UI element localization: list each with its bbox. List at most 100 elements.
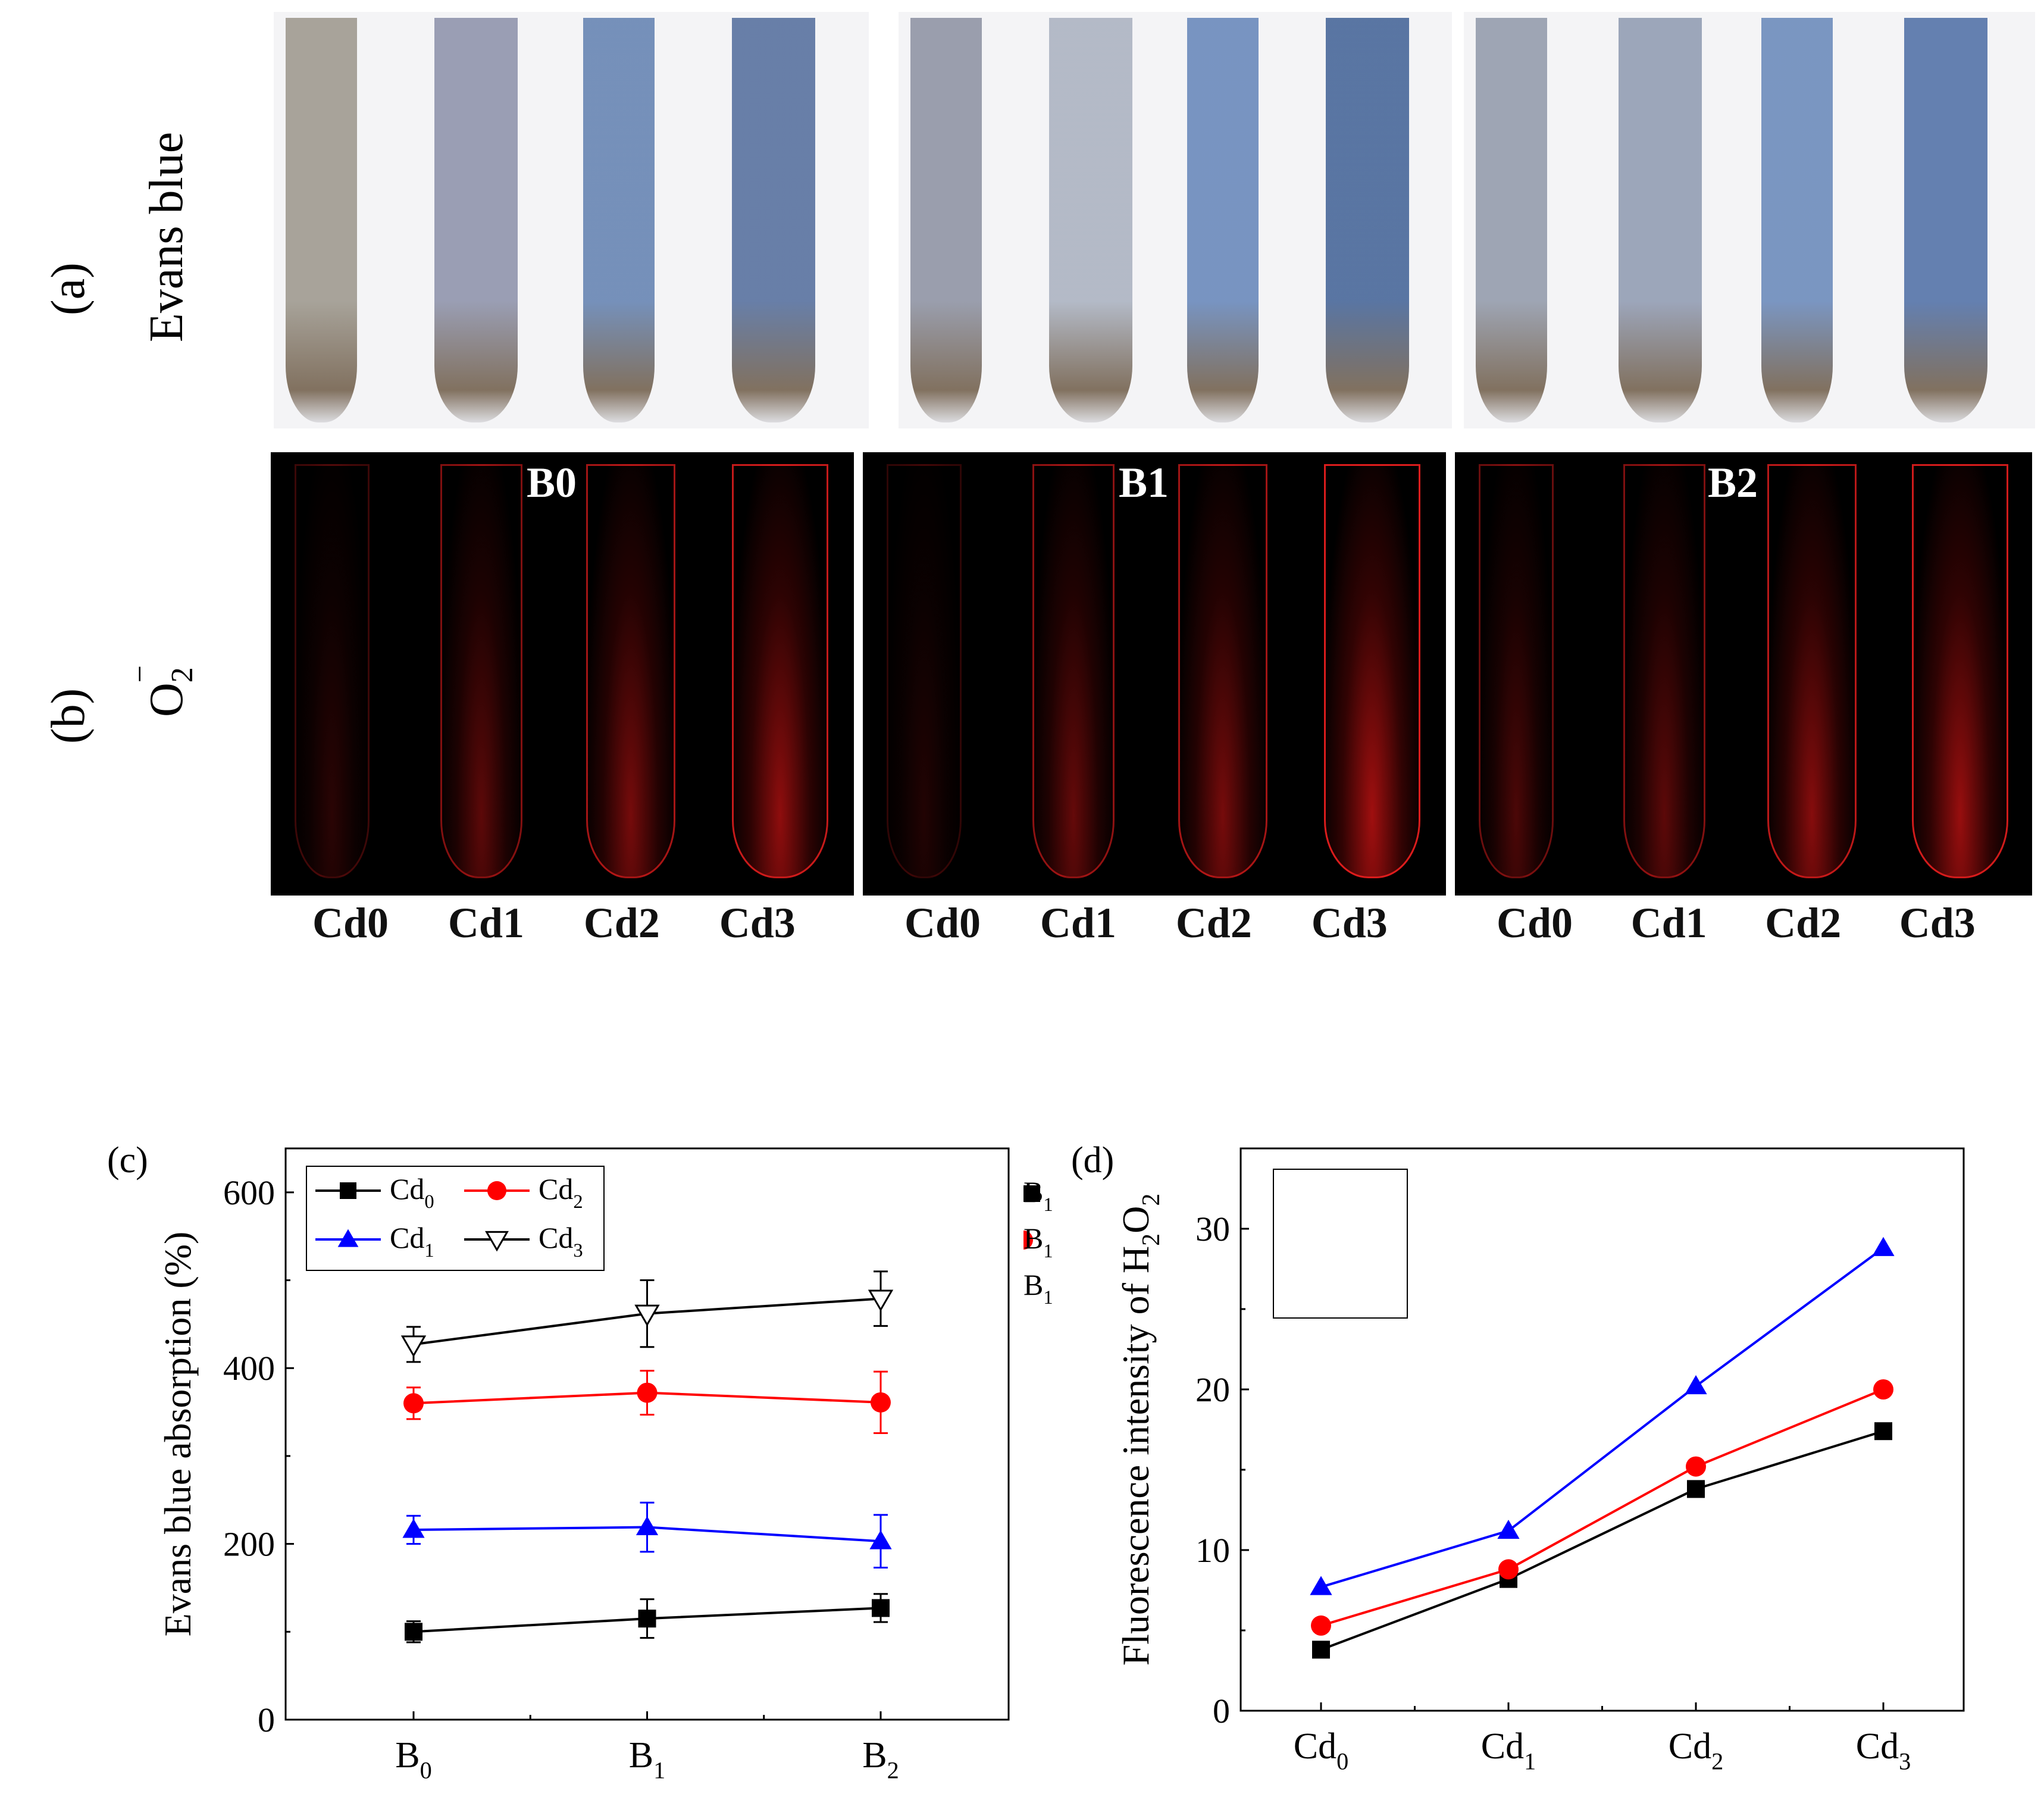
fluorescent-root xyxy=(1911,464,2008,878)
legend-label: Cd2 xyxy=(539,1172,583,1213)
marker-circle xyxy=(1498,1559,1519,1580)
marker-triangle-down xyxy=(485,1231,509,1252)
fluorescent-root xyxy=(1032,464,1115,878)
marker-triangle xyxy=(402,1519,425,1538)
cd-level-label: Cd0 xyxy=(1497,899,1573,947)
cd-level-label: Cd0 xyxy=(312,899,389,947)
fluorescent-root xyxy=(295,464,370,878)
cd-level-label: Cd3 xyxy=(719,899,796,947)
o2-label: O xyxy=(140,683,193,717)
fluorescent-root xyxy=(1479,464,1554,878)
series-line xyxy=(1320,1430,1884,1651)
cd-level-label: Cd3 xyxy=(1311,899,1388,947)
x-tick-label: Cd1 xyxy=(1481,1726,1536,1775)
y-tick-label: 30 xyxy=(1195,1210,1230,1248)
evans-group-panel xyxy=(1464,12,2035,428)
marker-square xyxy=(1312,1641,1330,1659)
stained-root xyxy=(910,18,982,422)
stained-root xyxy=(1476,18,1547,422)
y-axis-label: Evans blue absorption (%) xyxy=(156,1232,199,1637)
series-line xyxy=(1320,1247,1885,1589)
panel-label-a: (a) xyxy=(42,262,95,315)
group-label: B0 xyxy=(527,459,577,506)
marker-triangle xyxy=(337,1229,359,1247)
y-tick-label: 20 xyxy=(1195,1370,1230,1409)
cd-level-label: Cd1 xyxy=(1040,899,1116,947)
fluorescent-root xyxy=(887,464,962,878)
panel-label: (c) xyxy=(107,1140,148,1181)
chart-d-fluorescence-intensity: 0 10 20 30 Cd0 Cd1 Cd2 Cd3 Fluorescence intensit… xyxy=(1023,1140,1965,1775)
stained-root xyxy=(1904,18,1987,422)
fluorescent-root xyxy=(732,464,828,878)
x-tick-label: Cd2 xyxy=(1669,1726,1724,1775)
group-label: B1 xyxy=(1119,459,1169,506)
marker-circle xyxy=(1686,1456,1706,1477)
marker-triangle xyxy=(636,1516,659,1536)
marker-circle xyxy=(1023,1231,1033,1250)
evans-group-panel xyxy=(274,12,869,428)
cd-level-label: Cd2 xyxy=(1765,899,1842,947)
row-label-b: (b) xyxy=(42,589,95,744)
fluorescence-group-panel: B0 xyxy=(271,452,854,896)
panel-label-b: (b) xyxy=(42,688,95,744)
y-tick-label: 0 xyxy=(1213,1692,1230,1730)
marker-square xyxy=(638,1610,656,1628)
legend-label: B1 xyxy=(1023,1175,1053,1216)
marker-square xyxy=(1023,1185,1040,1202)
legend-label: B1 xyxy=(1023,1268,1053,1308)
cd-level-label: Cd0 xyxy=(904,899,981,947)
fluorescent-root xyxy=(1767,464,1857,878)
y-tick-label: 600 xyxy=(223,1173,275,1212)
y-tick-label: 0 xyxy=(258,1701,275,1739)
cd-level-label: Cd2 xyxy=(583,899,660,947)
marker-triangle xyxy=(1497,1520,1520,1539)
stained-root xyxy=(1187,18,1259,422)
marker-triangle-down xyxy=(634,1304,660,1327)
marker-triangle xyxy=(1872,1236,1895,1256)
cd-level-label: Cd3 xyxy=(1899,899,1976,947)
fluorescent-root xyxy=(1623,464,1705,878)
marker-circle xyxy=(637,1382,658,1403)
stained-root xyxy=(1761,18,1833,422)
series-line xyxy=(1320,1388,1884,1627)
legend-label: Cd1 xyxy=(390,1221,434,1261)
legend-label: Cd0 xyxy=(390,1172,434,1213)
marker-square xyxy=(1687,1480,1705,1498)
marker-triangle xyxy=(869,1530,892,1549)
stained-root xyxy=(1619,18,1702,422)
stained-root xyxy=(1048,18,1132,422)
fluorescent-root xyxy=(1178,464,1267,878)
x-tick-label: Cd0 xyxy=(1294,1726,1349,1775)
x-tick-label: Cd3 xyxy=(1856,1726,1911,1775)
marker-square xyxy=(405,1623,422,1641)
marker-square xyxy=(1874,1422,1892,1441)
x-tick-label: B0 xyxy=(395,1735,432,1784)
y-tick-label: 200 xyxy=(223,1525,275,1564)
legend-label: B1 xyxy=(1023,1222,1053,1262)
fluorescence-group-panel: B2 xyxy=(1455,452,2032,896)
marker-circle xyxy=(1873,1379,1893,1400)
fluorescent-root xyxy=(1324,464,1420,878)
marker-circle xyxy=(403,1393,424,1414)
stained-root xyxy=(434,18,518,422)
stained-root xyxy=(583,18,655,422)
panel-label: (d) xyxy=(1071,1140,1114,1181)
o2-superscript: − xyxy=(123,665,157,683)
row-label-o2: O2− xyxy=(123,598,199,717)
fluorescence-group-panel: B1 xyxy=(863,452,1446,896)
marker-square xyxy=(872,1599,890,1617)
legend-label: Cd3 xyxy=(539,1221,583,1261)
marker-circle xyxy=(871,1392,891,1413)
chart-c-evans-blue-absorption: 0 200 400 600 B0 B1 B2 Evans blue absorption (%… xyxy=(107,1140,1010,1784)
y-axis-label: Fluorescence intensity of H2O2 xyxy=(1115,1194,1165,1666)
marker-circle xyxy=(1311,1615,1331,1636)
cd-level-label: Cd1 xyxy=(447,899,524,947)
stained-root xyxy=(1325,18,1409,422)
o2-subscript: 2 xyxy=(165,667,199,683)
group-label: B2 xyxy=(1708,459,1758,506)
x-tick-label: B2 xyxy=(862,1735,899,1784)
evans-group-panel xyxy=(899,12,1452,428)
row-label-evans-blue: Evans blue xyxy=(140,104,193,342)
marker-square xyxy=(340,1182,356,1199)
legend-box xyxy=(1273,1169,1408,1319)
